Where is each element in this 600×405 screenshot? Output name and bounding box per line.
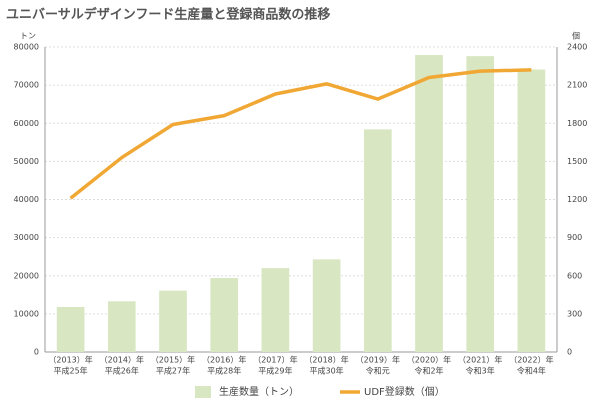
x-tick-label: 令和3年 [466,366,495,376]
y-tick-label: 40000 [14,195,39,204]
x-tick-label: （2013）年 [48,355,92,365]
x-tick-label: 平成27年 [156,366,190,376]
x-tick-label: （2016）年 [202,355,246,365]
y2-tick-label: 0 [567,348,572,357]
x-tick-label: （2018）年 [304,355,348,365]
chart-title: ユニバーサルデザインフード生産量と登録商品数の推移 [6,7,330,23]
y-tick-label: 50000 [14,157,39,166]
x-tick-label: 平成28年 [207,366,241,376]
y-tick-label: 70000 [14,81,39,90]
line [69,68,532,200]
x-tick-label: 令和4年 [517,366,546,376]
x-tick-label: （2019）年 [356,355,400,365]
x-tick-label: （2015）年 [151,355,195,365]
y2-tick-label: 600 [567,271,582,280]
x-tick-label: 平成25年 [54,366,88,376]
x-tick-label: （2020）年 [407,355,451,365]
bar [415,55,443,352]
bar [261,268,290,352]
y-tick-label: 0 [34,348,39,357]
bar [312,259,341,352]
x-tick-label: 平成26年 [105,366,139,376]
y-tick-label: 30000 [14,233,39,242]
y2-tick-label: 2400 [567,43,587,52]
y2-tick-label: 2100 [567,81,587,90]
x-tick-label: （2021）年 [458,355,502,365]
y2-tick-label: 300 [567,309,582,318]
bar [466,56,495,353]
x-tick-label: （2022）年 [509,355,553,365]
y-tick-label: 60000 [14,119,39,128]
legend-label: UDF登録数（個） [364,385,445,398]
y-tick-label: 80000 [14,43,39,52]
y2-tick-label: 1800 [567,119,587,128]
bar [517,69,546,353]
legend-label: 生産数量（トン） [219,385,299,398]
x-tick-label: 令和元 [366,366,390,376]
bar [107,301,136,352]
y-unit: トン [20,32,36,41]
y-tick-label: 20000 [14,271,39,280]
y2-tick-label: 1200 [567,195,587,204]
y2-tick-label: 900 [567,233,582,242]
y2-unit: 個 [572,31,580,41]
x-tick-label: 令和2年 [414,366,443,376]
x-tick-label: 平成30年 [310,366,344,376]
x-tick-label: （2017）年 [253,355,297,365]
bar [363,129,392,352]
legend-swatch [195,386,211,398]
x-tick-label: 平成29年 [258,366,292,376]
y2-tick-label: 1500 [567,157,587,166]
y-tick-label: 10000 [14,309,39,318]
bar [159,290,187,352]
bar [56,307,85,352]
x-tick-label: （2014）年 [100,355,144,365]
bar [210,278,239,352]
